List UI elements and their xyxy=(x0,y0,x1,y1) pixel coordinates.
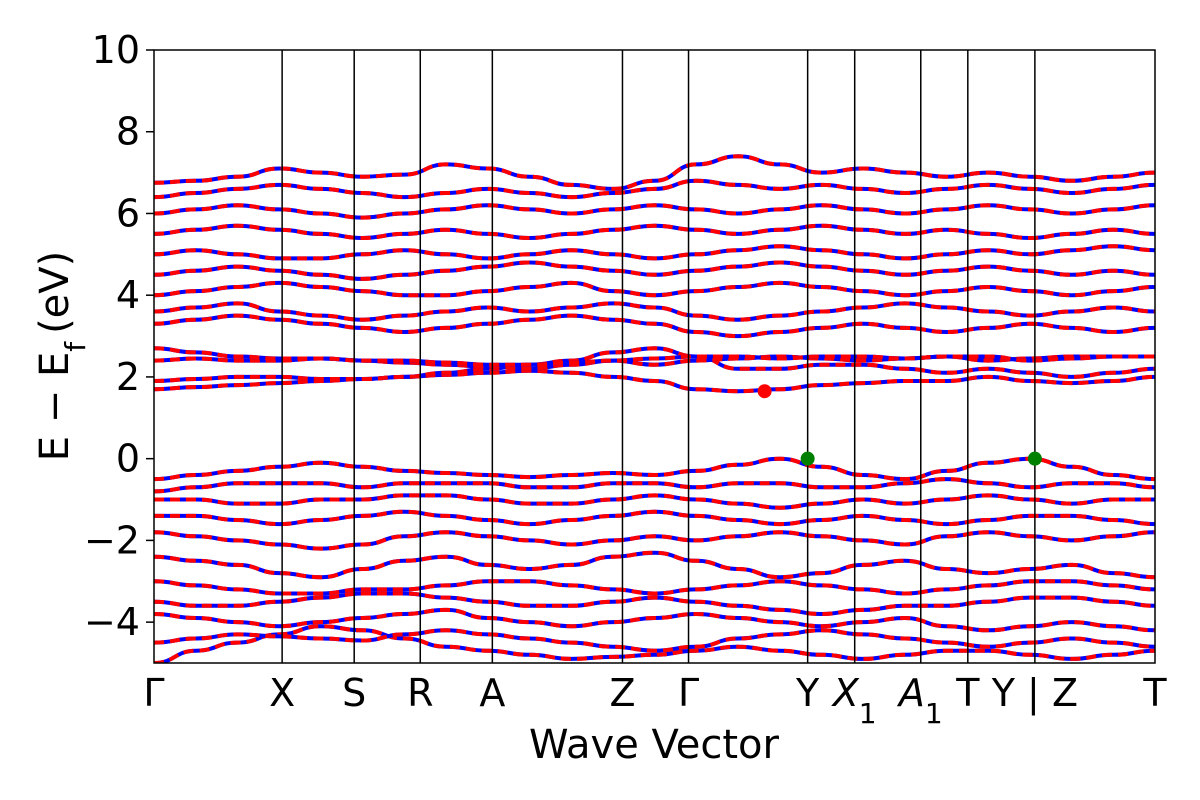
y-tick-label-3: 2 xyxy=(116,355,140,399)
band-up-20 xyxy=(154,223,1155,241)
kpoint-label-4: A xyxy=(479,671,505,715)
band-up-10 xyxy=(154,456,1155,482)
y-tick-label-2: 0 xyxy=(116,437,140,481)
extremum-marker-1 xyxy=(800,451,815,466)
kpoint-label-8: X1 xyxy=(831,671,877,730)
band-up-22 xyxy=(154,178,1155,200)
kpoint-label-7: Y xyxy=(795,671,820,715)
y-tick-label-4: 4 xyxy=(116,273,140,317)
y-tick-label-0: −4 xyxy=(84,600,140,644)
band-up-2 xyxy=(154,607,1155,633)
band-up-23 xyxy=(154,154,1155,191)
band-up-7 xyxy=(154,509,1155,527)
y-axis-title: E − Ef(eV) xyxy=(32,251,92,462)
kpoint-divider-lines xyxy=(281,50,1036,663)
plot-area xyxy=(153,49,1156,664)
kpoint-label-2: S xyxy=(342,671,366,715)
extrema-markers xyxy=(757,384,1042,466)
band-up-18 xyxy=(154,260,1155,281)
band-down-0 xyxy=(154,624,1155,663)
band-up-1 xyxy=(154,628,1155,653)
band-up-15 xyxy=(154,313,1155,339)
kpoint-label-3: R xyxy=(407,671,433,715)
kpoint-label-5: Z xyxy=(609,671,635,715)
band-up-3 xyxy=(154,591,1155,617)
kpoint-label-9: A1 xyxy=(896,671,943,730)
x-axis-title: Wave Vector xyxy=(529,722,780,768)
y-tick-label-5: 6 xyxy=(116,191,140,235)
band-up-8 xyxy=(154,493,1155,510)
band-up-12 xyxy=(154,346,1155,383)
band-up-5 xyxy=(154,550,1155,580)
band-up-16 xyxy=(154,301,1155,322)
band-up-14 xyxy=(154,346,1155,367)
extremum-marker-0 xyxy=(757,384,772,399)
y-tick-label-7: 10 xyxy=(92,28,140,72)
band-lines xyxy=(154,154,1155,663)
kpoint-label-0: Γ xyxy=(143,671,164,715)
band-up-9 xyxy=(154,477,1155,494)
extremum-marker-2 xyxy=(1027,451,1042,466)
kpoint-label-10: T xyxy=(955,671,980,715)
band-down-1 xyxy=(154,628,1155,653)
band-up-19 xyxy=(154,244,1155,261)
y-axis: −4 −2 0 2 4 6 8 10 xyxy=(84,28,154,644)
y-tick-label-1: −2 xyxy=(84,518,140,562)
plot-frame xyxy=(153,49,1156,664)
kpoint-label-1: X xyxy=(269,671,295,715)
band-up-4 xyxy=(154,579,1155,596)
y-tick-label-6: 8 xyxy=(116,110,140,154)
band-up-6 xyxy=(154,530,1155,551)
kpoint-label-11: Y | Z xyxy=(991,671,1078,716)
band-up-11 xyxy=(154,368,1155,394)
kpoint-label-6: Γ xyxy=(678,671,699,715)
kpoint-label-12: T xyxy=(1142,671,1167,715)
band-up-17 xyxy=(154,280,1155,298)
band-up-21 xyxy=(154,203,1155,220)
